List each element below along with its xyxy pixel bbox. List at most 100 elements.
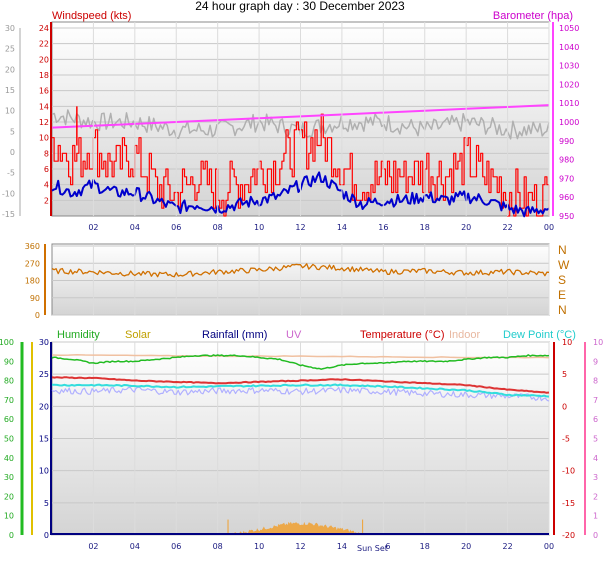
humidity-tick-label: 40	[4, 454, 14, 463]
rainfall-tick-label: 20	[39, 402, 49, 411]
x-tick-label: 22	[502, 223, 512, 232]
x-tick-label: 00	[544, 542, 554, 551]
uv-tick-label: 1	[593, 512, 598, 521]
windspeed-tick-label: 2	[44, 196, 49, 205]
windspeed-tick-label: 12	[39, 118, 49, 127]
temperature-tick-label: 0	[562, 402, 567, 411]
outer-tick-label: -5	[7, 169, 15, 178]
legend-solar: Solar	[125, 329, 151, 341]
windspeed-tick-label: 18	[39, 71, 49, 80]
x-tick-label: 02	[88, 542, 98, 551]
outer-tick-label: 10	[5, 107, 15, 116]
barometer-tick-label: 1050	[559, 24, 579, 33]
windspeed-tick-label: 24	[39, 24, 49, 33]
barometer-tick-label: 960	[559, 193, 574, 202]
x-tick-label: 08	[213, 542, 223, 551]
x-tick-label: 20	[461, 542, 471, 551]
humidity-tick-label: 50	[4, 435, 14, 444]
legend-temperature: Temperature (°C)	[360, 329, 444, 341]
legend-indoor: Indoor	[449, 329, 481, 341]
uv-tick-label: 7	[593, 396, 598, 405]
x-tick-label: 10	[254, 542, 264, 551]
compass-label: N	[558, 243, 567, 257]
barometer-tick-label: 1030	[559, 62, 579, 71]
windspeed-line	[52, 113, 550, 217]
x-tick-label: 06	[171, 223, 181, 232]
x-tick-label: 02	[88, 223, 98, 232]
barometer-tick-label: 990	[559, 137, 574, 146]
x-tick-label: 18	[420, 542, 430, 551]
legend-dewpoint: Dew Point (°C)	[503, 329, 576, 341]
x-tick-label: 12	[295, 223, 305, 232]
x-tick-label: 08	[213, 223, 223, 232]
humidity-line	[51, 354, 550, 370]
outer-tick-label: 5	[10, 127, 15, 136]
humidity-tick-label: 90	[4, 357, 14, 366]
outer-tick-label: 30	[5, 24, 15, 33]
uv-tick-label: 2	[593, 492, 598, 501]
sunset-label: Sun Set	[357, 544, 388, 553]
humidity-tick-label: 70	[4, 396, 14, 405]
temperature-tick-label: 5	[562, 370, 567, 379]
legend-uv: UV	[286, 329, 302, 341]
outer-tick-label: -10	[2, 189, 15, 198]
direction-tick-label: 270	[25, 259, 40, 268]
rainfall-tick-label: 5	[44, 499, 49, 508]
barometer-tick-label: 1010	[559, 99, 579, 108]
x-tick-label: 04	[130, 223, 140, 232]
windspeed-tick-label: 16	[39, 87, 49, 96]
outer-tick-label: -15	[2, 210, 15, 219]
x-tick-label: 06	[171, 542, 181, 551]
x-tick-label: 00	[544, 223, 554, 232]
feels-like-line	[51, 386, 550, 402]
uv-tick-label: 3	[593, 473, 598, 482]
x-tick-label: 6	[385, 542, 390, 551]
rainfall-tick-label: 25	[39, 370, 49, 379]
temperature-tick-label: -20	[562, 531, 575, 540]
temperature-tick-label: -5	[562, 435, 570, 444]
temperature-tick-label: 10	[562, 338, 572, 347]
compass-label: W	[558, 258, 570, 272]
barometer-tick-label: 980	[559, 156, 574, 165]
outer-tick-label: 20	[5, 65, 15, 74]
barometer-tick-label: 1000	[559, 118, 579, 127]
rainfall-tick-label: 0	[44, 531, 49, 540]
barometer-axis-label: Barometer (hpa)	[493, 10, 573, 22]
uv-tick-label: 4	[593, 454, 598, 463]
windspeed-tick-label: 8	[44, 149, 49, 158]
x-tick-label: 12	[295, 542, 305, 551]
windspeed-tick-label: 6	[44, 165, 49, 174]
temperature-tick-label: -15	[562, 499, 575, 508]
x-tick-label: 22	[502, 542, 512, 551]
direction-tick-label: 0	[35, 311, 40, 320]
barometer-tick-label: 950	[559, 212, 574, 221]
x-tick-label: 18	[420, 223, 430, 232]
x-tick-label: 14	[337, 223, 347, 232]
barometer-tick-label: 1040	[559, 43, 579, 52]
rainfall-tick-label: 10	[39, 467, 49, 476]
outer-tick-label: 15	[5, 86, 15, 95]
rainfall-tick-label: 15	[39, 435, 49, 444]
rainfall-tick-label: 30	[39, 338, 49, 347]
legend-rainfall: Rainfall (mm)	[202, 329, 267, 341]
windspeed-tick-label: 20	[39, 55, 49, 64]
windspeed-tick-label: 10	[39, 134, 49, 143]
x-tick-label: 04	[130, 542, 140, 551]
uv-tick-label: 5	[593, 435, 598, 444]
uv-tick-label: 10	[593, 338, 603, 347]
humidity-tick-label: 60	[4, 415, 14, 424]
outer-tick-label: 25	[5, 45, 15, 54]
humidity-tick-label: 80	[4, 377, 14, 386]
humidity-tick-label: 30	[4, 473, 14, 482]
barometer-tick-label: 970	[559, 174, 574, 183]
windspeed-axis-label: Windspeed (kts)	[52, 10, 131, 22]
outer-tick-label: 0	[10, 148, 15, 157]
humidity-tick-label: 0	[9, 531, 14, 540]
direction-tick-label: 360	[25, 242, 40, 251]
temperature-line	[51, 376, 550, 394]
barometer-tick-label: 1020	[559, 80, 579, 89]
windspeed-tick-label: 4	[44, 181, 49, 190]
dewpoint-line	[51, 383, 550, 398]
x-tick-label: 14	[337, 542, 347, 551]
